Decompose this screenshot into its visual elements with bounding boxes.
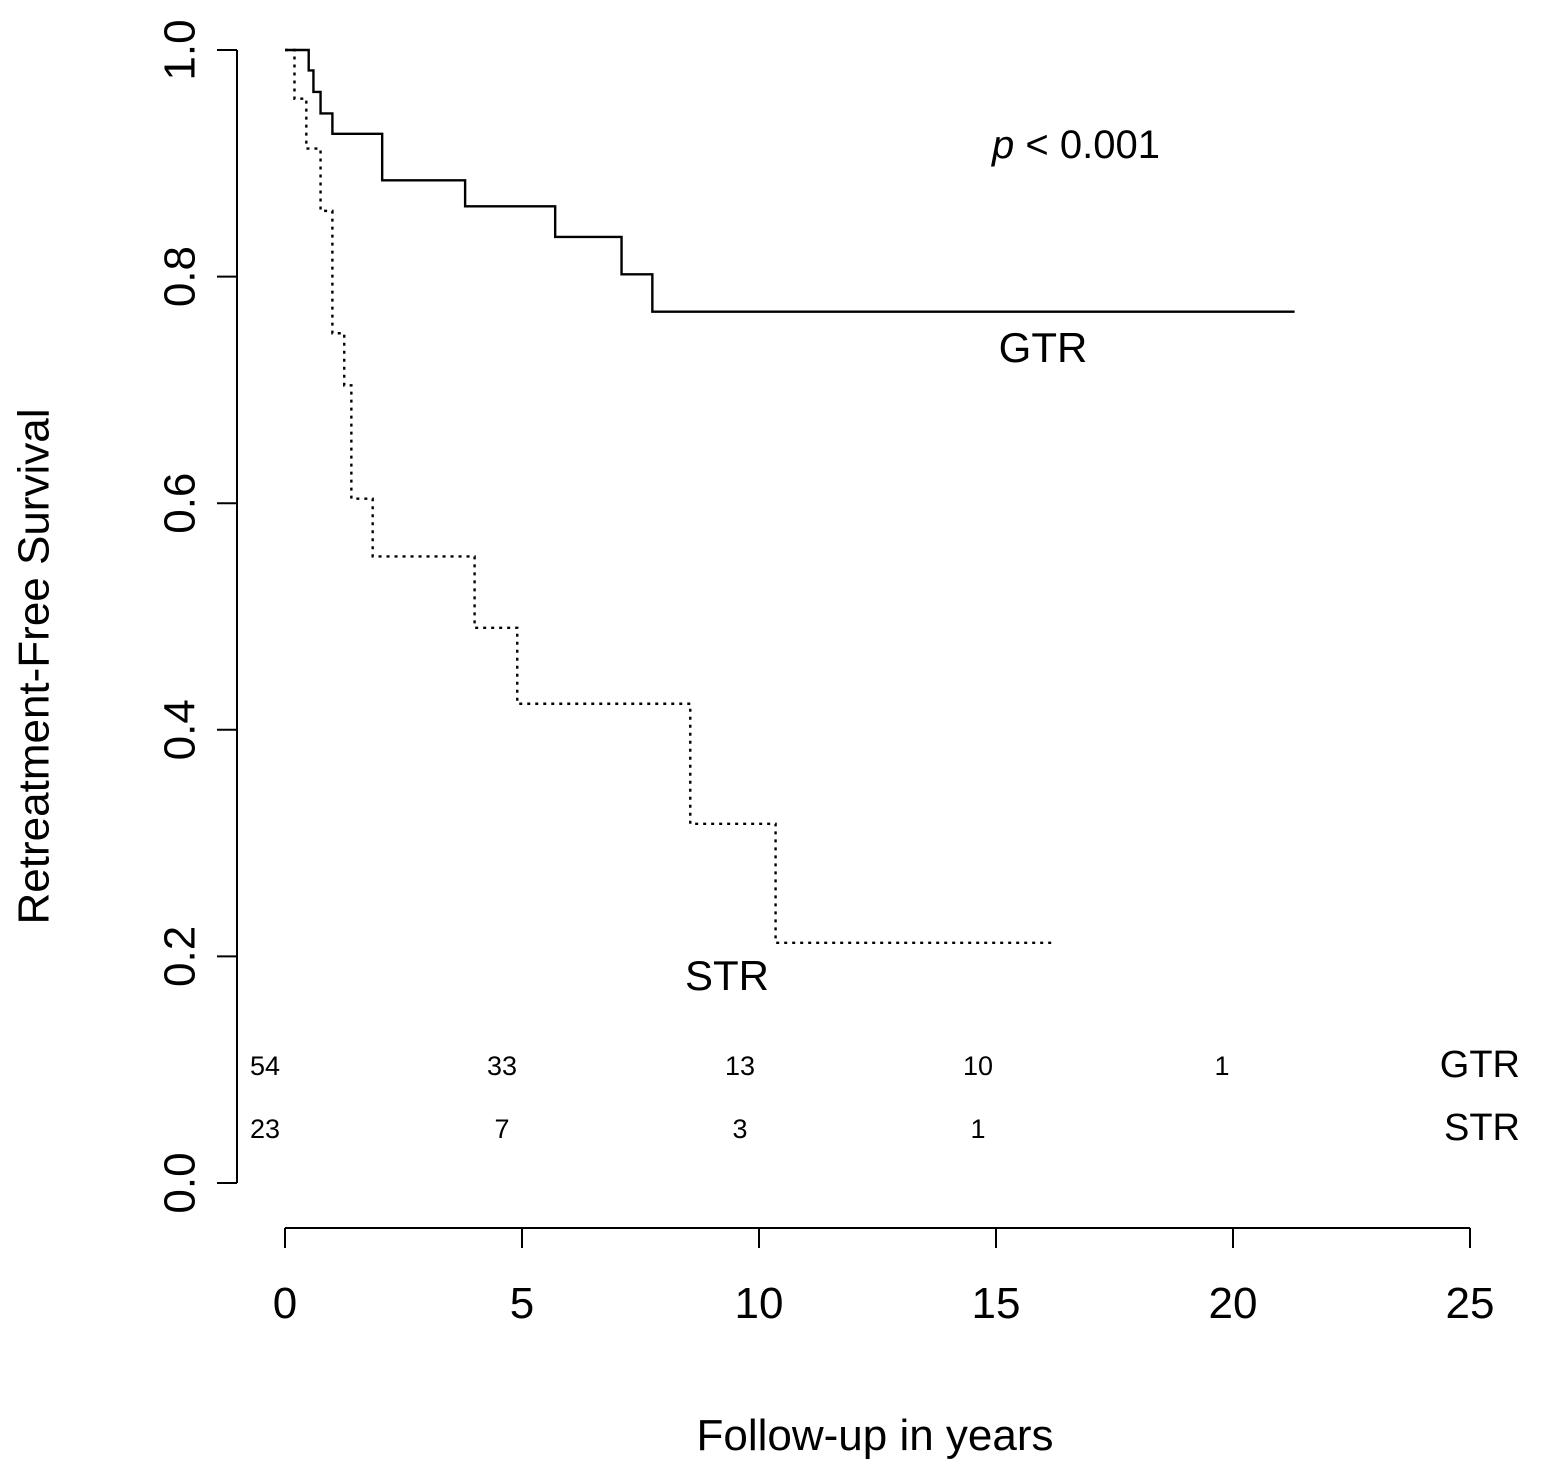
y-axis-title: Retreatment-Free Survival [10, 409, 59, 925]
x-tick-label: 0 [273, 1279, 297, 1328]
risk-count-str: 23 [250, 1114, 280, 1144]
y-tick-label: 0.6 [156, 473, 205, 534]
risk-count-str: 3 [732, 1114, 747, 1144]
x-tick-label: 10 [735, 1279, 784, 1328]
annotations: GTR STR p < 0.001 [685, 123, 1160, 999]
y-tick-label: 1.0 [156, 19, 205, 80]
risk-count-gtr: 10 [963, 1051, 993, 1081]
p-value-text: < 0.001 [1014, 123, 1160, 167]
risk-count-gtr: 33 [487, 1051, 517, 1081]
p-value-annotation: p < 0.001 [991, 123, 1160, 167]
risk-row-label-str: STR [1444, 1107, 1520, 1149]
y-axis: 0.0 0.2 0.4 0.6 0.8 1.0 Retreatment-Free Survi… [10, 19, 238, 1214]
risk-count-str: 1 [970, 1114, 985, 1144]
risk-count-str: 7 [494, 1114, 509, 1144]
risk-count-gtr: 54 [250, 1051, 280, 1081]
y-tick-label: 0.2 [156, 926, 205, 987]
curve-label-str: STR [685, 952, 769, 999]
risk-row-label-gtr: GTR [1440, 1044, 1520, 1086]
x-axis-title: Follow-up in years [696, 1411, 1053, 1460]
x-axis: 0 5 10 15 20 25 Follow-up in years [273, 1227, 1495, 1460]
y-tick-label: 0.0 [156, 1152, 205, 1213]
p-symbol: p [991, 123, 1014, 167]
x-tick-label: 20 [1209, 1279, 1258, 1328]
y-tick-label: 0.4 [156, 699, 205, 760]
survival-curve-gtr [285, 48, 1295, 313]
curve-label-gtr: GTR [999, 324, 1088, 371]
risk-table: 54 33 13 10 1 GTR 23 7 3 1 STR [250, 1044, 1520, 1149]
survival-curve-str [285, 48, 1053, 945]
risk-count-gtr: 1 [1214, 1051, 1229, 1081]
x-tick-label: 5 [510, 1279, 534, 1328]
x-tick-label: 25 [1446, 1279, 1495, 1328]
y-tick-label: 0.8 [156, 246, 205, 307]
x-tick-label: 15 [972, 1279, 1021, 1328]
survival-curves [285, 48, 1295, 945]
risk-count-gtr: 13 [725, 1051, 755, 1081]
